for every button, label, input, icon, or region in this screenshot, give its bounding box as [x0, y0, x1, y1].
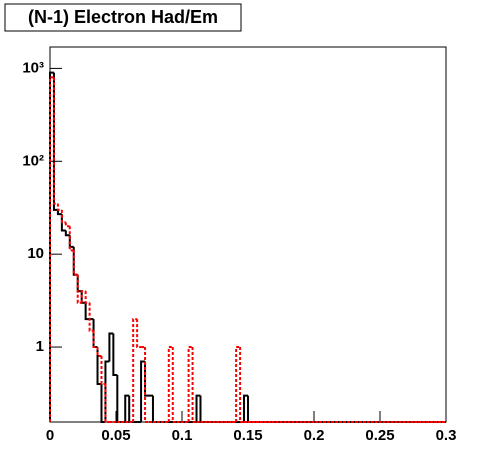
- histogram-bin: [136, 319, 142, 349]
- histogram-bin: [56, 209, 62, 216]
- histogram-bin: [100, 384, 106, 423]
- histogram-bin: [108, 332, 114, 362]
- histogram-bin: [104, 384, 110, 423]
- histogram-bin: [49, 76, 54, 422]
- histogram-bin: [96, 347, 102, 358]
- histogram-bin: [76, 274, 82, 304]
- histogram-bin: [68, 226, 74, 252]
- title-box: [4, 3, 242, 32]
- histogram-bin: [243, 394, 248, 422]
- histogram-bin: [112, 333, 118, 377]
- histogram-bin: [191, 347, 197, 423]
- histogram-bin: [52, 77, 58, 205]
- x-tick-label: 0.05: [101, 427, 130, 444]
- histogram-bin: [92, 330, 98, 349]
- histogram-bin: [84, 302, 90, 321]
- x-tick-label: 0.2: [304, 427, 325, 444]
- histogram-bin: [195, 394, 201, 422]
- histogram-bin: [124, 394, 130, 422]
- histogram-bin: [187, 346, 193, 422]
- histogram-bin: [100, 356, 106, 386]
- histogram-bin: [171, 347, 177, 423]
- histogram-bin: [60, 214, 66, 232]
- x-tick-label: 0: [46, 427, 54, 444]
- histogram-bin: [64, 222, 70, 228]
- y-tick-label: 10³: [22, 59, 44, 76]
- x-tick-label: 0.1: [172, 427, 193, 444]
- histogram-bin: [235, 346, 241, 422]
- histogram-bin: [88, 302, 94, 332]
- y-tick-label: 10: [27, 245, 44, 262]
- histogram-bin: [56, 203, 62, 211]
- histogram-bin: [60, 209, 66, 224]
- y-tick-label: 1: [36, 338, 44, 355]
- histogram-bin: [96, 347, 102, 386]
- chart-title: (N-1) Electron Had/Em: [28, 7, 218, 27]
- histogram-bin: [84, 291, 90, 304]
- x-tick-label: 0.15: [233, 427, 262, 444]
- x-tick-label: 0.3: [436, 427, 457, 444]
- histogram-bin: [64, 230, 70, 237]
- histogram-bin: [239, 347, 245, 423]
- histogram-bin: [140, 360, 146, 422]
- histogram-bin: [80, 290, 86, 303]
- x-tick-label: 0.25: [365, 427, 394, 444]
- histogram-bin: [72, 250, 78, 276]
- y-tick-label: 10²: [22, 152, 44, 169]
- histogram-bin: [144, 347, 149, 423]
- histogram-bin: [167, 346, 173, 422]
- histogram-bin: [132, 318, 138, 422]
